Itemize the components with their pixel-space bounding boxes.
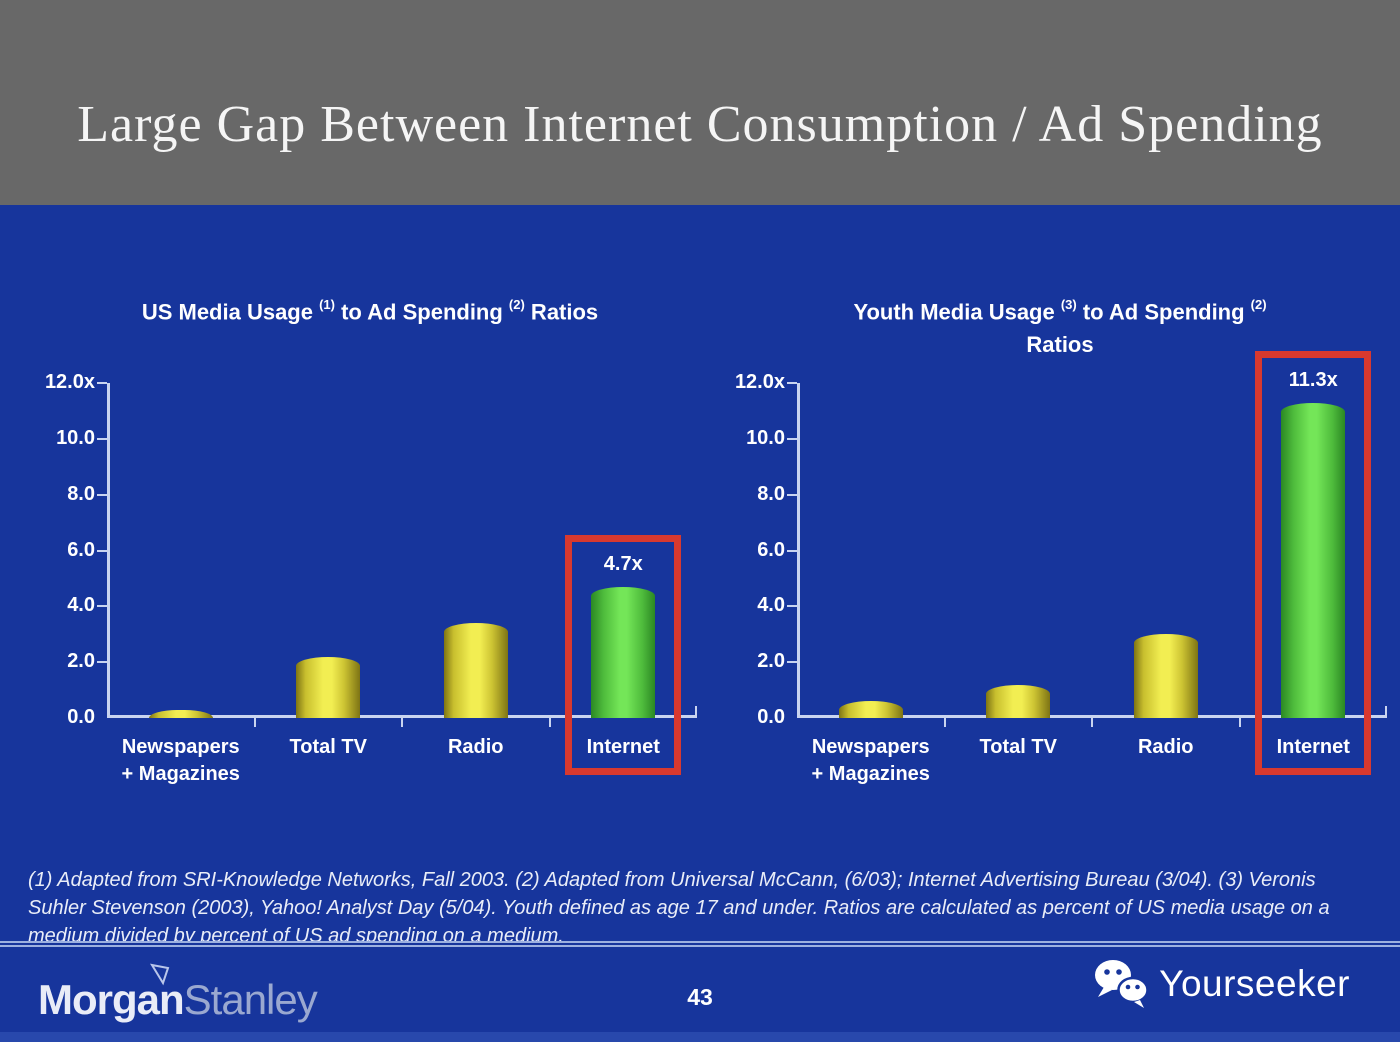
category-label: Total TV	[289, 736, 367, 758]
y-tick-label: 8.0	[67, 482, 95, 505]
x-tick-mark	[943, 715, 946, 727]
y-tick-mark	[787, 437, 797, 440]
wechat-icon	[1095, 960, 1149, 1008]
footnote: (1) Adapted from SRI-Knowledge Networks,…	[28, 869, 1330, 947]
bar	[986, 684, 1051, 718]
y-tick-label: 0.0	[67, 706, 95, 728]
y-axis-line	[797, 383, 800, 718]
y-axis-line	[107, 383, 110, 718]
x-tick-mark	[401, 715, 403, 727]
y-tick-mark	[97, 549, 107, 552]
category-label: Internet	[586, 736, 660, 758]
morgan-stanley-logo-morgan: Morgan	[38, 976, 185, 1023]
y-tick-label: 4.0	[67, 594, 95, 617]
y-tick-mark	[97, 661, 107, 664]
highlight-box	[1255, 350, 1372, 775]
bar	[1281, 402, 1346, 718]
morgan-stanley-logo-stanley: Stanley	[183, 976, 318, 1023]
bar	[148, 709, 213, 718]
y-tick-label: 2.0	[67, 650, 95, 673]
bar-value-label: 4.7x	[603, 552, 643, 575]
y-tick-mark	[787, 661, 797, 664]
bar-value-label: 11.3x	[1288, 368, 1338, 391]
bar	[296, 656, 361, 718]
y-tick-label: 12.0x	[734, 371, 785, 393]
y-tick-label: 10.0	[746, 426, 785, 449]
morgan-stanley-logo: MorganStanley	[38, 976, 318, 1024]
bar	[838, 701, 903, 718]
category-label: Radio	[1137, 736, 1194, 758]
x-axis-end-tick	[695, 706, 697, 717]
y-tick-label: 6.0	[67, 538, 95, 561]
morgan-stanley-flag-icon	[149, 963, 170, 986]
brand-name: Yourseeker	[1159, 963, 1350, 1004]
y-tick-label: 8.0	[757, 482, 785, 505]
x-tick-mark	[548, 715, 551, 727]
footer-divider	[0, 941, 1400, 947]
category-label: Internet	[1276, 736, 1350, 758]
category-label: Newspapers + Magazines	[811, 736, 930, 785]
slide-title: Large Gap Between Internet Consumption /…	[77, 96, 1323, 153]
brand-logo: Yourseeker	[1093, 958, 1350, 1010]
y-tick-label: 10.0	[56, 426, 95, 449]
x-tick-mark	[1238, 715, 1241, 727]
highlight-box	[565, 534, 682, 775]
y-tick-label: 6.0	[757, 538, 785, 561]
y-tick-mark	[787, 605, 797, 608]
bar	[443, 623, 508, 718]
chart-title: Youth Media Usage (3) to Ad Spending (2)…	[853, 297, 1267, 358]
chart-title: US Media Usage (1) to Ad Spending (2) Ra…	[141, 297, 599, 325]
category-label: Total TV	[979, 736, 1057, 758]
category-label: Newspapers + Magazines	[121, 736, 240, 785]
x-axis-end-tick	[1385, 706, 1387, 717]
y-tick-mark	[787, 382, 797, 384]
y-tick-mark	[787, 493, 797, 496]
plot-area: 12.0x 10.0 8.0 6.0 4.0 2.0 0.0 Newspapers + Maga…	[45, 371, 697, 785]
plot-area: 12.0x 10.0 8.0 6.0 4.0 2.0 0.0 Newspapers + Maga…	[735, 350, 1387, 785]
page-number: 43	[687, 984, 713, 1010]
bar	[1133, 634, 1198, 718]
youth-media-chart: Youth Media Usage (3) to Ad Spending (2)…	[720, 270, 1400, 810]
y-tick-label: 0.0	[757, 706, 785, 728]
x-tick-mark	[1091, 715, 1093, 727]
us-media-chart: US Media Usage (1) to Ad Spending (2) Ra…	[30, 270, 710, 810]
header-band: Large Gap Between Internet Consumption /…	[0, 0, 1400, 205]
y-tick-label: 12.0x	[44, 371, 95, 393]
y-tick-label: 4.0	[757, 594, 785, 617]
bar	[591, 586, 656, 718]
x-tick-mark	[253, 715, 256, 727]
y-tick-mark	[97, 437, 107, 440]
y-tick-mark	[787, 549, 797, 552]
y-tick-mark	[97, 605, 107, 608]
category-label: Radio	[447, 736, 504, 758]
bottom-strip	[0, 1032, 1400, 1042]
y-tick-label: 2.0	[757, 650, 785, 673]
y-tick-mark	[97, 382, 107, 384]
y-tick-mark	[97, 493, 107, 496]
